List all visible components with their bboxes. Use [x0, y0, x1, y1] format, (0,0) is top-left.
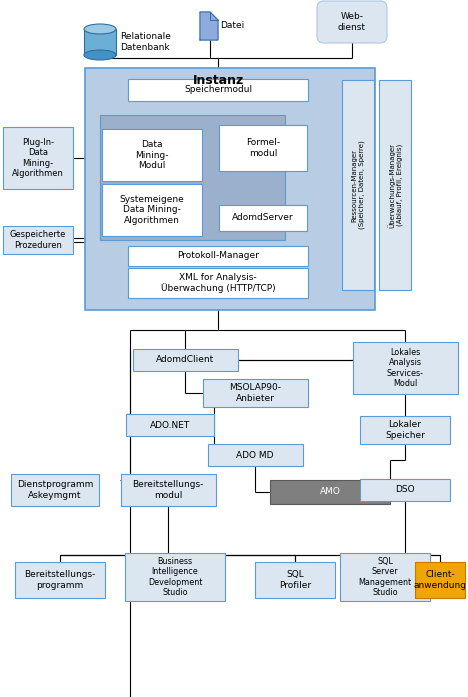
FancyBboxPatch shape [102, 129, 202, 181]
Text: Datei: Datei [220, 22, 244, 31]
Text: Relationale
Datenbank: Relationale Datenbank [120, 32, 171, 52]
FancyBboxPatch shape [379, 80, 411, 290]
Text: Ressourcen-Manager
(Speicher, Daten, Sperre): Ressourcen-Manager (Speicher, Daten, Spe… [351, 141, 365, 229]
Text: Gespeicherte
Prozeduren: Gespeicherte Prozeduren [10, 230, 66, 250]
FancyBboxPatch shape [125, 553, 225, 601]
FancyBboxPatch shape [219, 205, 307, 231]
FancyBboxPatch shape [342, 80, 374, 290]
FancyBboxPatch shape [360, 479, 450, 501]
Text: Lokales
Analysis
Services-
Modul: Lokales Analysis Services- Modul [387, 348, 424, 388]
Text: Dienstprogramm
Askeymgmt: Dienstprogramm Askeymgmt [17, 480, 93, 500]
Text: AdomdServer: AdomdServer [232, 213, 294, 222]
Text: Instanz: Instanz [192, 73, 244, 86]
Text: AMO: AMO [320, 487, 340, 496]
Text: Speichermodul: Speichermodul [184, 86, 252, 95]
FancyBboxPatch shape [3, 127, 73, 189]
Text: AdomdClient: AdomdClient [156, 355, 214, 365]
FancyBboxPatch shape [120, 474, 215, 506]
FancyBboxPatch shape [360, 416, 450, 444]
FancyBboxPatch shape [340, 553, 430, 601]
FancyBboxPatch shape [203, 379, 307, 407]
FancyBboxPatch shape [415, 562, 465, 598]
FancyBboxPatch shape [102, 184, 202, 236]
Text: MSOLAP90-
Anbieter: MSOLAP90- Anbieter [229, 383, 281, 403]
FancyBboxPatch shape [128, 268, 308, 298]
Text: Überwachungs-Manager
(Ablauf, Profil, Ereignis): Überwachungs-Manager (Ablauf, Profil, Er… [388, 142, 402, 227]
FancyBboxPatch shape [15, 562, 105, 598]
Text: DSO: DSO [395, 486, 415, 494]
Text: ADO.NET: ADO.NET [150, 420, 190, 429]
Text: SQL
Profiler: SQL Profiler [279, 570, 311, 590]
Text: SQL
Server
Management
Studio: SQL Server Management Studio [358, 557, 411, 597]
Text: Client-
anwendung: Client- anwendung [414, 570, 467, 590]
Polygon shape [200, 12, 218, 40]
FancyBboxPatch shape [100, 115, 285, 240]
Text: Business
Intelligence
Development
Studio: Business Intelligence Development Studio [148, 557, 202, 597]
Text: ADO MD: ADO MD [236, 450, 274, 459]
Text: Protokoll-Manager: Protokoll-Manager [177, 252, 259, 261]
Text: XML for Analysis-
Überwachung (HTTP/TCP): XML for Analysis- Überwachung (HTTP/TCP) [161, 273, 275, 293]
FancyBboxPatch shape [207, 444, 302, 466]
Text: Bereitstellungs-
modul: Bereitstellungs- modul [132, 480, 204, 500]
FancyBboxPatch shape [255, 562, 335, 598]
FancyBboxPatch shape [84, 29, 116, 55]
Text: Bereitstellungs-
programm: Bereitstellungs- programm [24, 570, 95, 590]
Text: Lokaler
Speicher: Lokaler Speicher [385, 420, 425, 440]
FancyBboxPatch shape [317, 1, 387, 43]
FancyBboxPatch shape [128, 79, 308, 101]
FancyBboxPatch shape [11, 474, 99, 506]
FancyBboxPatch shape [3, 226, 73, 254]
Text: Formel-
modul: Formel- modul [246, 138, 280, 158]
FancyBboxPatch shape [126, 414, 214, 436]
Ellipse shape [84, 24, 116, 34]
FancyBboxPatch shape [85, 68, 375, 310]
FancyBboxPatch shape [132, 349, 237, 371]
Text: Data
Mining-
Modul: Data Mining- Modul [135, 140, 169, 170]
FancyBboxPatch shape [128, 246, 308, 266]
Text: Plug-In-
Data
Mining-
Algorithmen: Plug-In- Data Mining- Algorithmen [12, 138, 64, 178]
Text: Web-
dienst: Web- dienst [338, 13, 366, 31]
Text: Systemeigene
Data Mining-
Algorithmen: Systemeigene Data Mining- Algorithmen [120, 195, 184, 225]
FancyBboxPatch shape [352, 342, 458, 394]
FancyBboxPatch shape [270, 480, 390, 504]
FancyBboxPatch shape [219, 125, 307, 171]
Ellipse shape [84, 50, 116, 60]
